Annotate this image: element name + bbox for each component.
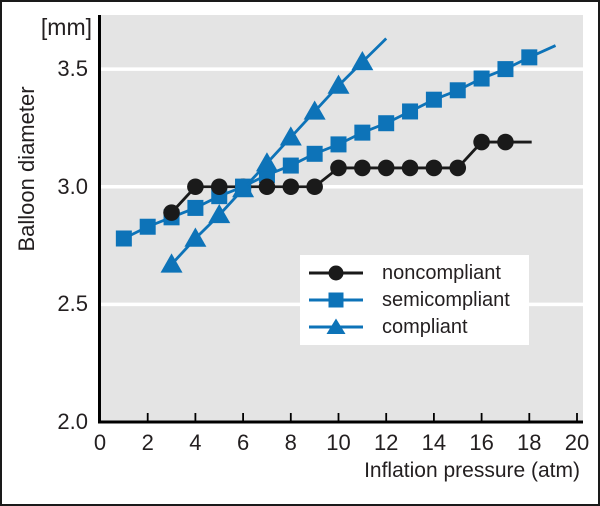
legend-glyph [326,318,346,334]
series-semicompliant-marker [187,199,204,216]
series-compliant-marker [327,74,350,94]
legend-label-noncompliant: noncompliant [382,261,501,284]
legend-item-compliant: compliant [300,314,529,341]
series-semicompliant-marker [115,230,132,247]
series-noncompliant-marker [258,178,276,196]
series-noncompliant-line [170,140,532,214]
series-compliant-marker [255,152,278,172]
legend-label-compliant: compliant [382,315,468,338]
series-noncompliant-marker [210,178,228,196]
series-semicompliant-marker [354,124,371,141]
series-semicompliant-marker [402,103,419,120]
series-compliant-marker [208,203,231,224]
series-semicompliant-marker [473,70,490,87]
series-semicompliant-marker [521,49,538,66]
series-noncompliant-marker [401,159,419,177]
series-compliant-marker [160,253,183,273]
series-noncompliant-marker [163,204,180,221]
series-semicompliant-marker [330,136,347,153]
series-compliant-line [170,37,388,266]
series-noncompliant-marker [449,159,467,177]
series-noncompliant-marker [497,133,514,151]
legend-item-noncompliant: noncompliant [300,260,529,287]
series-semicompliant-marker [497,61,514,78]
series-compliant-marker [303,100,326,120]
compliant-marker-icon [309,318,363,334]
series-compliant-marker [279,126,302,146]
noncompliant-marker-icon [309,265,363,281]
series-semicompliant-marker [425,91,442,108]
series-noncompliant-marker [187,178,204,196]
legend-item-semicompliant: semicompliant [300,287,529,314]
series-noncompliant-marker [473,133,490,151]
series-noncompliant-marker [425,159,443,177]
series-semicompliant-marker [139,218,156,235]
semicompliant-marker-icon [309,292,363,308]
series-noncompliant-marker [306,178,323,196]
series-semicompliant-marker [449,82,466,99]
series-semicompliant-marker [378,115,395,132]
series-semicompliant-marker [306,145,323,162]
series-compliant-marker [184,227,207,247]
series-noncompliant-marker [330,159,347,177]
series-noncompliant-marker [354,159,371,177]
series-semicompliant-marker [282,157,299,174]
legend: noncompliant semicompliant compliant [300,255,529,345]
legend-label-semicompliant: semicompliant [382,288,510,311]
series-noncompliant-marker [282,178,300,196]
legend-glyph [328,265,344,281]
series-compliant-marker [351,51,374,71]
legend-glyph [328,292,344,308]
series-noncompliant-marker [377,159,395,177]
series-compliant-marker [232,178,255,198]
